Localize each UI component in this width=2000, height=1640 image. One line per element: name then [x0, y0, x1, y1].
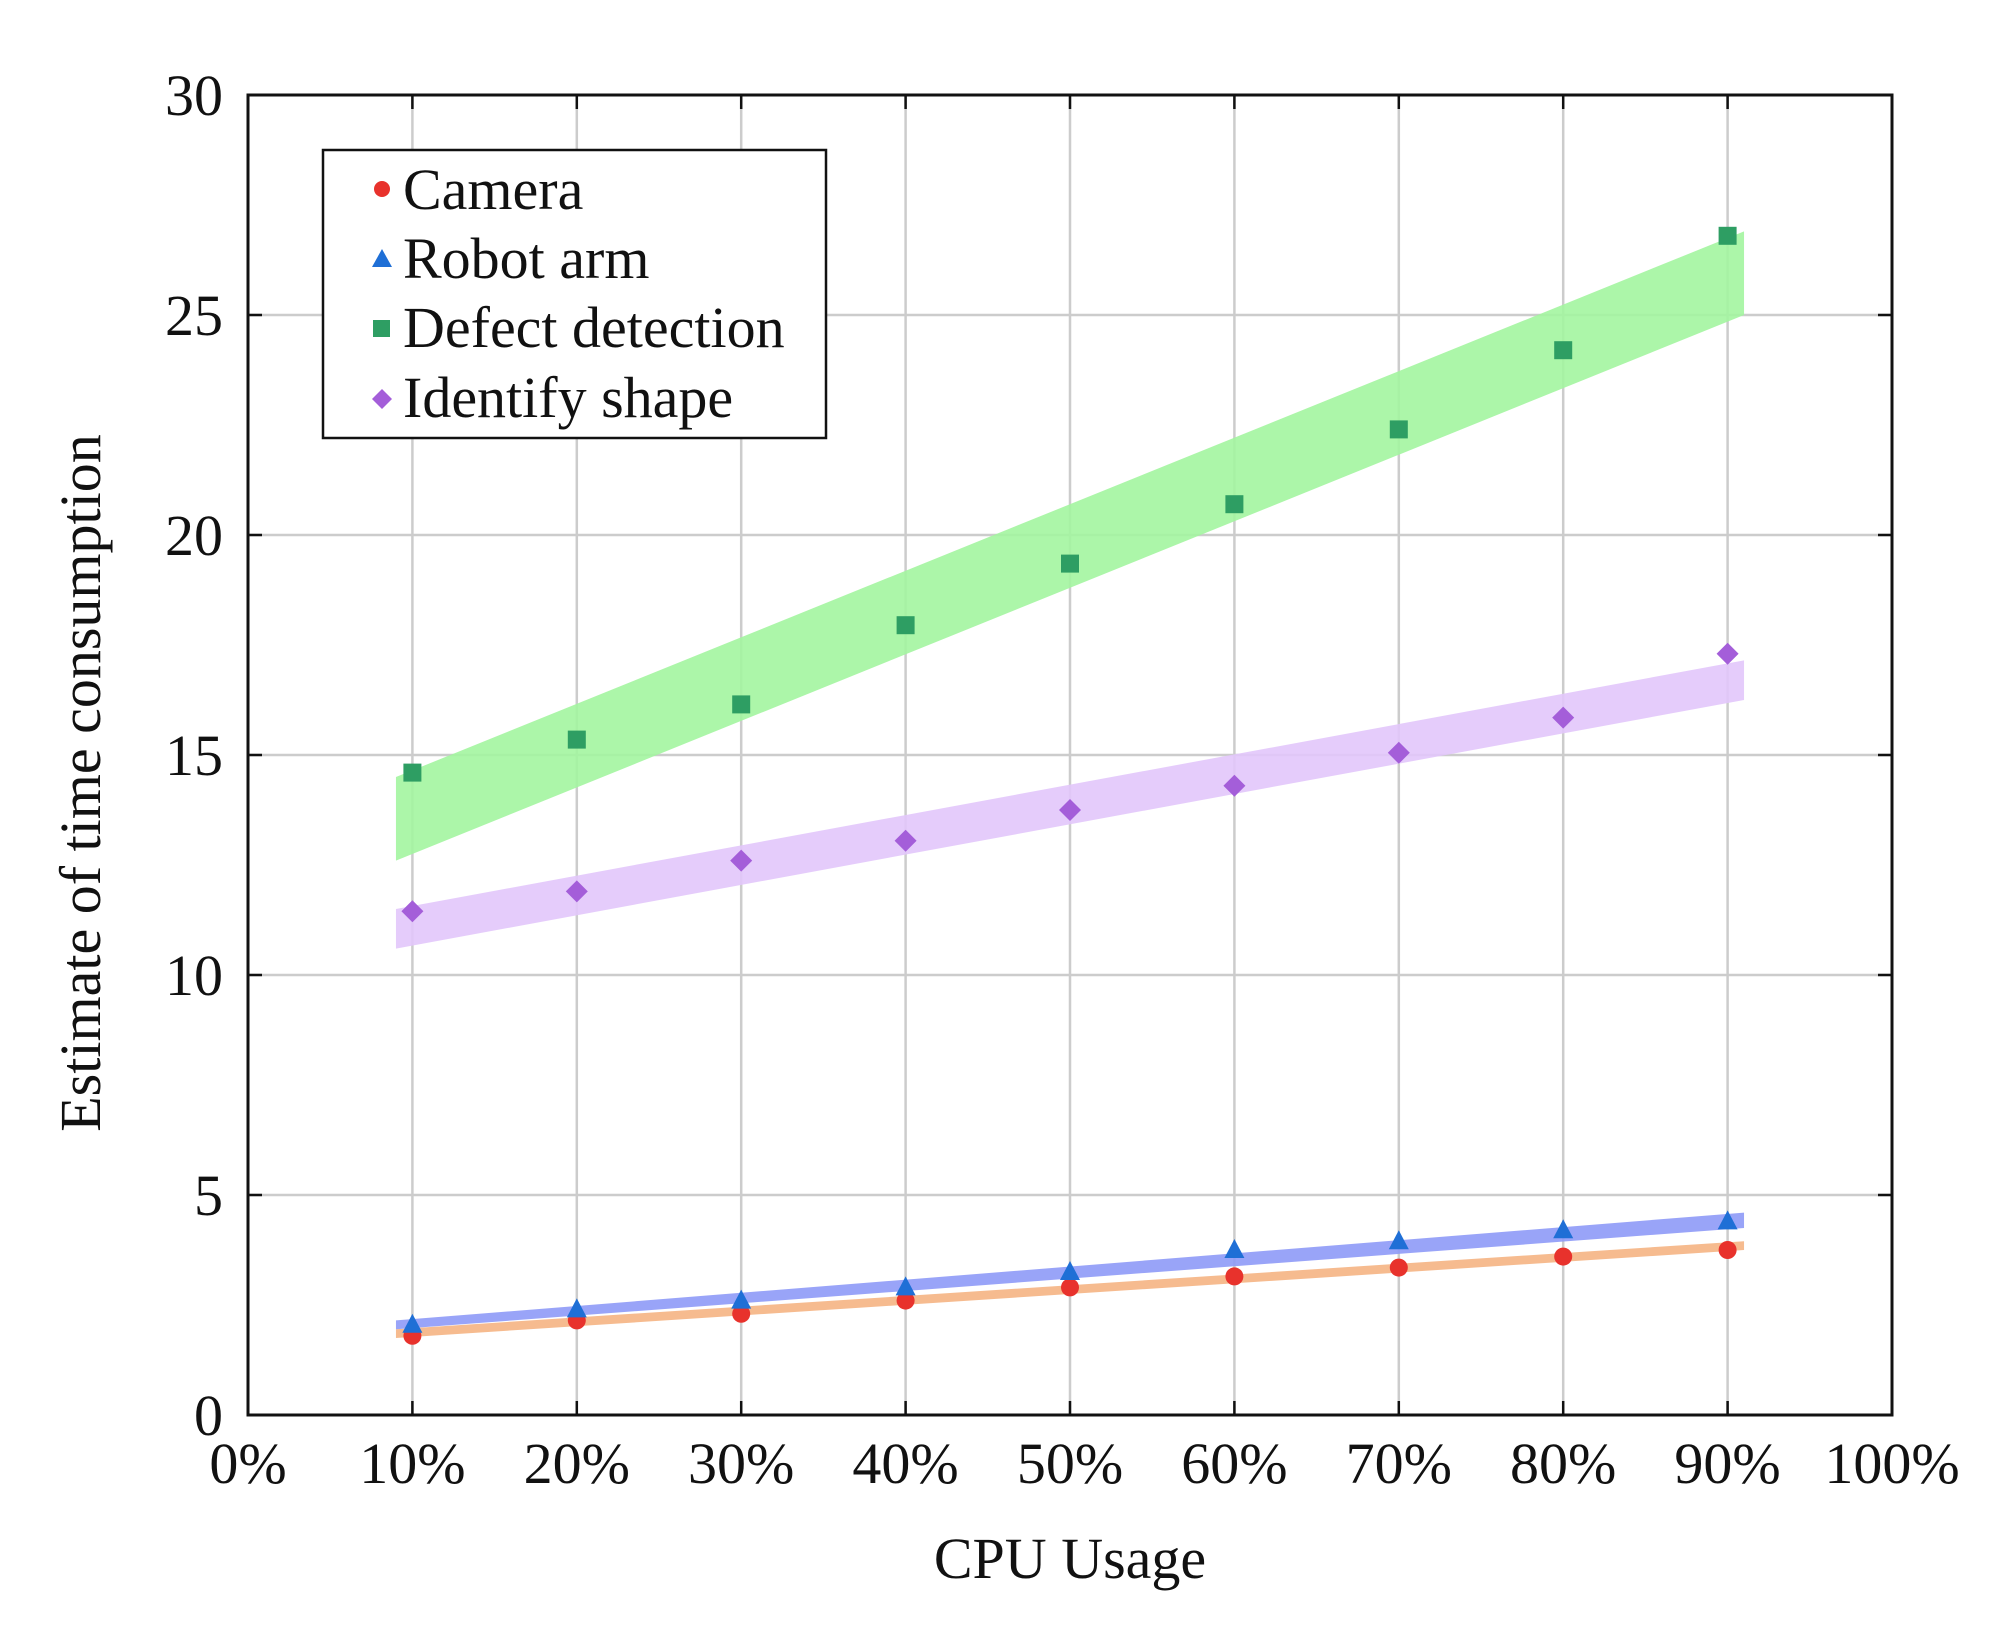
x-tick-label: 40%: [852, 1431, 958, 1496]
x-tick-label: 70%: [1346, 1431, 1452, 1496]
x-tick-label: 80%: [1510, 1431, 1616, 1496]
identify-shape-point: [1223, 774, 1246, 797]
x-axis-title: CPU Usage: [934, 1526, 1206, 1591]
legend-item-robot-arm: Robot arm: [372, 226, 649, 291]
camera-point: [1389, 1258, 1408, 1277]
x-tick-label: 0%: [209, 1431, 286, 1496]
legend-label-camera: Camera: [403, 157, 583, 222]
identify-shape-point: [894, 829, 917, 852]
y-tick-label: 10: [165, 943, 223, 1008]
defect-detection-point: [1718, 226, 1737, 245]
y-tick-label: 5: [194, 1163, 223, 1228]
robot-arm-point: [1717, 1210, 1738, 1230]
defect-detection-point: [403, 763, 422, 782]
camera-point: [732, 1304, 751, 1323]
legend-label-identify-shape: Identify shape: [403, 365, 733, 430]
camera-point: [896, 1291, 915, 1310]
data-points: [401, 226, 1739, 1345]
robot-arm-point: [402, 1313, 423, 1333]
defect-detection-point: [1554, 341, 1573, 360]
robot-arm-point: [1553, 1219, 1574, 1239]
legend-label-defect-detection: Defect detection: [403, 295, 785, 360]
legend-item-defect-detection: Defect detection: [373, 295, 785, 360]
camera-point: [1225, 1267, 1244, 1286]
robot-arm-point: [1388, 1230, 1409, 1250]
camera-marker-icon: [374, 181, 390, 197]
camera-point: [1718, 1241, 1737, 1259]
legend-item-camera: Camera: [374, 157, 583, 222]
identify-shape-point: [401, 900, 424, 923]
robot-arm-point: [895, 1276, 916, 1296]
identify-shape-point: [1716, 642, 1739, 665]
defect-detection-point: [732, 695, 751, 714]
identify-shape-point: [1552, 706, 1575, 729]
y-tick-label: 15: [165, 723, 223, 788]
x-tick-label: 30%: [688, 1431, 794, 1496]
x-tick-label: 20%: [524, 1431, 630, 1496]
robot-arm-point: [731, 1289, 752, 1309]
defect-detection-marker-icon: [373, 320, 390, 337]
y-tick-label: 20: [165, 503, 223, 568]
legend-label-robot-arm: Robot arm: [403, 226, 649, 291]
robot-arm-point: [1060, 1261, 1080, 1280]
x-tick-label: 10%: [359, 1431, 465, 1496]
identify-shape-point: [1059, 799, 1081, 821]
defect-detection-point: [567, 730, 586, 749]
identify-shape-point: [565, 880, 588, 903]
y-axis-title: Estimate of time consumption: [48, 434, 113, 1132]
legend-box: [321, 148, 828, 440]
x-tick-label: 90%: [1674, 1431, 1780, 1496]
y-tick-label: 30: [165, 63, 223, 128]
x-tick-label: 50%: [1017, 1431, 1123, 1496]
defect-detection-point: [896, 616, 915, 635]
y-tick-label: 25: [165, 283, 223, 348]
robot-arm-point: [566, 1298, 587, 1318]
defect-detection-point: [1061, 554, 1079, 573]
camera-point: [1554, 1247, 1573, 1266]
defect-detection-point: [1389, 420, 1408, 439]
y-tick-label: 0: [194, 1383, 223, 1448]
legend-item-identify-shape: Identify shape: [372, 365, 733, 430]
x-tick-label: 100%: [1824, 1431, 1959, 1496]
identify-shape-point: [1387, 741, 1410, 764]
identify-shape-marker-icon: [372, 389, 392, 409]
defect-detection-point: [1225, 495, 1244, 514]
identify-shape-point: [730, 849, 753, 872]
robot-arm-marker-icon: [372, 249, 392, 267]
x-tick-label: 60%: [1181, 1431, 1287, 1496]
legend: Camera Robot arm Defect detection Identi…: [321, 148, 828, 440]
axis-ticks: 0% 10% 20% 30% 40% 50% 60% 70% 80% 90% 100% 0 5 10 15 2…: [165, 63, 1960, 1496]
robot-arm-point: [1224, 1239, 1245, 1258]
camera-point: [1061, 1278, 1079, 1297]
